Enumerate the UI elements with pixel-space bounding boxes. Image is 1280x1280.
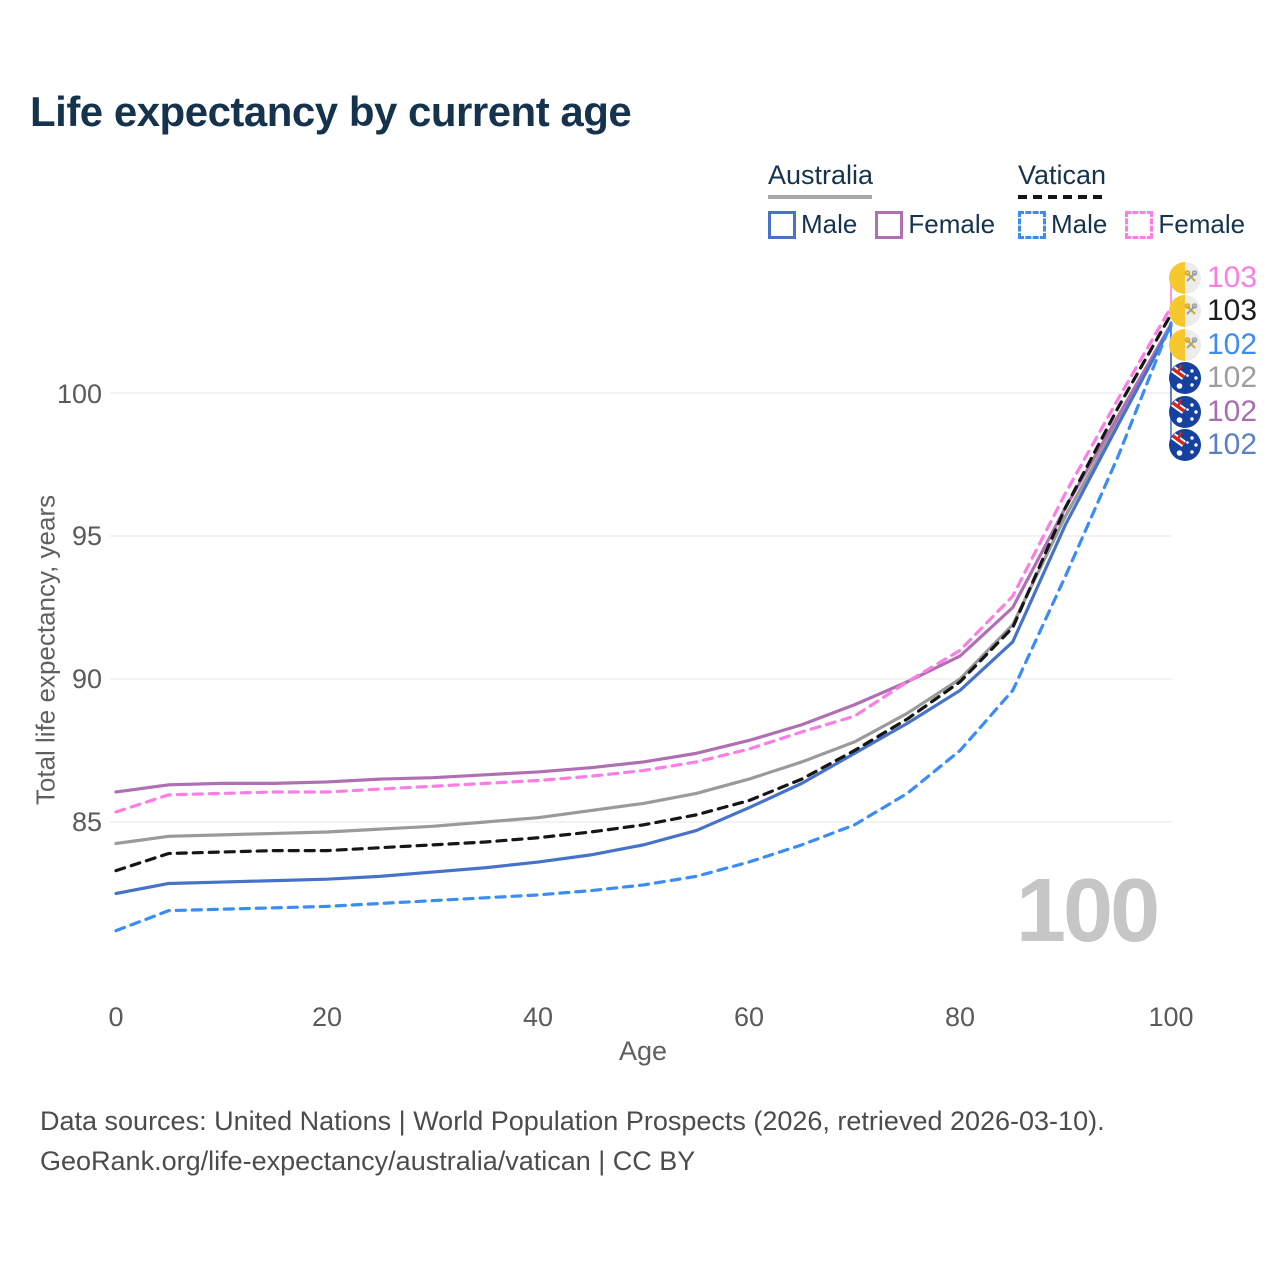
x-tick-20: 20 [311,1002,343,1032]
legend-item-australia-male[interactable]: Male [768,209,857,240]
x-tick-40: 40 [522,1002,554,1032]
legend-label-female: Female [1158,209,1246,239]
x-tick-60: 60 [733,1002,765,1032]
australia-flag-icon [1169,362,1201,395]
attribution-note: GeoRank.org/life-expectancy/australia/va… [40,1146,696,1176]
end-labels: 103 103 102 102 102 102 [1169,261,1257,462]
vatican-male-swatch [1018,210,1046,239]
x-axis-title: Age [618,1036,668,1066]
end-value: 103 [1207,294,1258,328]
series-line-vatican-both-sexes[interactable] [114,312,1173,873]
data-source-note: Data sources: United Nations | World Pop… [40,1106,1105,1136]
end-label-vatican-male[interactable]: 102 [1169,328,1257,362]
vatican-flag-icon [1169,328,1201,361]
age-indicator-watermark: 100 [1016,861,1160,961]
series-line-australia-both-sexes[interactable] [114,322,1173,846]
x-tick-100: 100 [1148,1002,1194,1032]
y-tick-100: 100 [56,379,102,409]
end-label-vatican-female[interactable]: 103 [1169,261,1257,295]
x-tick-80: 80 [944,1002,976,1032]
end-value: 103 [1207,260,1258,294]
legend-item-vatican-male[interactable]: Male [1018,209,1107,240]
end-value: 102 [1207,327,1258,361]
end-value: 102 [1207,361,1258,395]
legend-label-male: Male [1051,209,1108,239]
vatican-flag-icon [1169,261,1201,294]
legend-country-australia[interactable]: Australia [768,160,874,190]
legend-group-vatican: Vatican Male Female [1018,160,1245,240]
australia-flag-icon [1169,429,1201,462]
series-line-vatican-female[interactable] [114,305,1173,814]
y-axis-title: Total life expectancy, years [30,494,61,806]
series-line-australia-female[interactable] [114,322,1173,794]
end-value: 102 [1207,394,1258,428]
australia-flag-icon [1169,395,1201,428]
y-tick-95: 95 [71,521,102,551]
y-tick-85: 85 [71,807,102,837]
end-label-australia-total[interactable]: 102 [1169,362,1257,396]
x-tick-0: 0 [108,1002,124,1032]
chart-title: Life expectancy by current age [30,88,632,135]
legend-group-australia: Australia Male Female [768,160,995,240]
end-value: 102 [1207,428,1258,462]
end-label-australia-female[interactable]: 102 [1169,395,1257,429]
legend-label-female: Female [908,209,996,239]
vatican-flag-icon [1169,295,1201,328]
vatican-female-swatch [1125,210,1154,239]
series-line-australia-male[interactable] [114,324,1173,896]
australia-female-swatch [875,210,904,239]
end-label-australia-male[interactable]: 102 [1169,429,1257,463]
legend-item-australia-female[interactable]: Female [875,209,995,240]
legend-item-vatican-female[interactable]: Female [1125,209,1245,240]
australia-solid-line-swatch [768,195,872,199]
y-tick-90: 90 [71,664,102,694]
legend-label-male: Male [801,209,858,239]
series-line-vatican-male[interactable] [114,321,1173,933]
australia-male-swatch [768,210,796,239]
end-label-vatican-total[interactable]: 103 [1169,295,1257,329]
vatican-dashed-line-swatch [1018,195,1108,199]
legend-country-vatican[interactable]: Vatican [1018,160,1107,190]
